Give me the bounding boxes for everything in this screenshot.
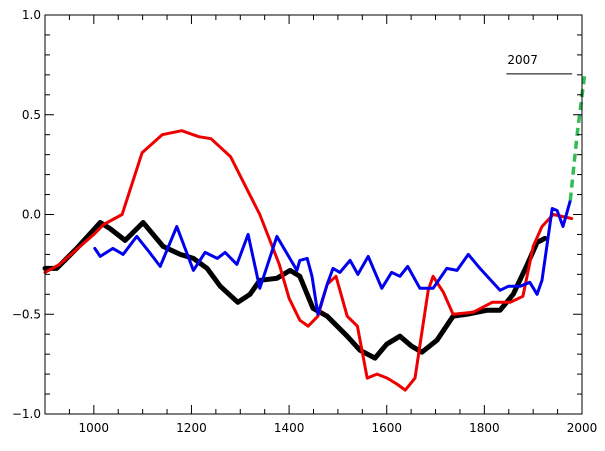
x-tick-label: 1400	[274, 421, 305, 435]
x-tick-label: 1000	[79, 421, 110, 435]
x-tick-label: 1600	[371, 421, 402, 435]
x-tick-label: 1800	[469, 421, 500, 435]
x-tick-label: 2000	[567, 421, 598, 435]
green-dashed-series-line	[568, 72, 587, 201]
plot-frame	[44, 14, 583, 415]
y-tick-label: 0.0	[22, 208, 41, 222]
y-tick-label: −0.5	[12, 307, 41, 321]
red-series-line	[43, 129, 574, 392]
y-tick-label: −1.0	[12, 407, 41, 421]
y-tick-label: 1.0	[22, 8, 41, 22]
x-tick-label: 1200	[176, 421, 207, 435]
annotation-2007: 2007	[507, 53, 538, 67]
series-layer	[42, 72, 587, 392]
tick-layer	[44, 14, 583, 415]
black-series-line	[42, 220, 548, 361]
tick-label-layer: 1000 1200 1400 1600 1800 2000 −1.0 −0.5 0.0 0.5 1.…	[12, 8, 597, 435]
y-tick-label: 0.5	[22, 108, 41, 122]
blue-series-line	[93, 199, 572, 316]
